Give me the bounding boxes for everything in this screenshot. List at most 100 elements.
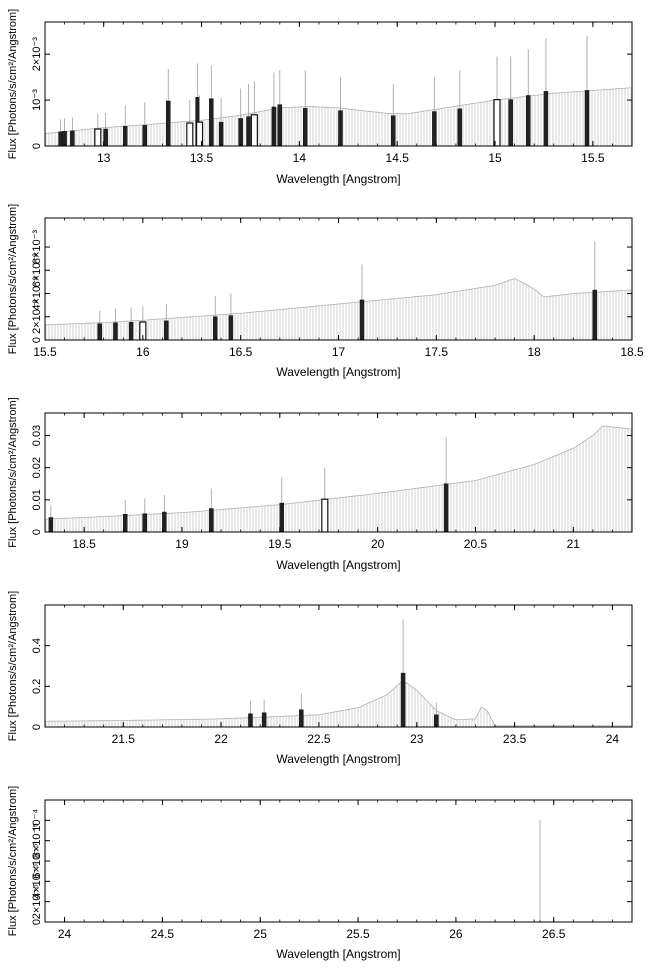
continuum-envelope <box>45 425 632 520</box>
x-tick-label: 24 <box>606 732 620 746</box>
line-bar <box>543 91 549 146</box>
y-axis-label: Flux [Photons/s/cm²/Angstrom] <box>7 591 19 741</box>
x-tick-label: 16 <box>136 345 150 359</box>
plot-area <box>45 35 632 146</box>
y-tick-label: 2×10⁻⁵ <box>31 884 43 919</box>
x-tick-label: 13 <box>97 151 111 165</box>
y-tick-label: 0 <box>31 919 43 925</box>
plot-area <box>45 425 632 532</box>
continuum-envelope <box>45 87 632 134</box>
line-bar <box>432 111 437 146</box>
line-bar <box>493 99 501 146</box>
line-bar <box>209 508 214 532</box>
y-tick-label: 10⁻⁴ <box>31 809 43 832</box>
x-tick-label: 26.5 <box>542 927 566 941</box>
x-tick-label: 19.5 <box>268 537 292 551</box>
line-bar <box>128 322 134 340</box>
line-bar <box>299 709 304 727</box>
line-bar <box>338 110 343 146</box>
line-bar <box>103 128 108 146</box>
x-tick-label: 20.5 <box>464 537 488 551</box>
x-tick-label: 17.5 <box>425 345 449 359</box>
line-bar <box>212 316 218 340</box>
x-tick-label: 15.5 <box>581 151 605 165</box>
line-bar <box>97 323 103 340</box>
y-axis-label: Flux [Photons/s/cm²/Angstrom] <box>7 9 19 159</box>
line-bar <box>279 502 285 532</box>
x-tick-label: 22.5 <box>307 732 331 746</box>
y-tick-label: 4×10⁻³ <box>31 276 43 311</box>
line-bar <box>94 128 102 146</box>
line-bar <box>277 104 283 146</box>
plot-area <box>45 619 632 727</box>
chart-panel-1: 13 13.5 14 14.5 15 15.5 0 10⁻³ 2×10⁻³ Wavelength … <box>7 9 633 186</box>
x-tick-label: 18 <box>527 345 541 359</box>
chart-panel-3: 18.5 19 19.5 20 20.5 21 0 0.01 0.02 0.03 Wavelengt… <box>7 397 633 572</box>
y-tick-label: 0 <box>31 529 43 535</box>
x-tick-label: 22 <box>214 732 228 746</box>
line-bar <box>238 118 243 146</box>
x-tick-label: 23.5 <box>503 732 527 746</box>
x-tick-label: 19 <box>175 537 189 551</box>
chart-panel-5: 24 24.5 25 25.5 26 26.5 02×10⁻⁵4×10⁻⁵6×10⁻⁵8×1… <box>7 786 633 961</box>
x-tick-label: 23 <box>410 732 424 746</box>
y-tick-label: 0 <box>31 337 43 343</box>
x-tick-label: 24.5 <box>151 927 175 941</box>
continuum-envelope <box>45 679 631 727</box>
line-bar <box>457 108 463 146</box>
x-axis-label: Wavelength [Angstrom] <box>276 172 400 186</box>
line-bar <box>166 100 171 146</box>
line-bar <box>122 126 128 146</box>
x-tick-label: 15 <box>488 151 502 165</box>
line-bar <box>271 106 277 146</box>
line-bar <box>70 130 75 146</box>
line-bar <box>359 299 365 340</box>
y-tick-label: 0.2 <box>31 679 43 694</box>
line-bar <box>400 672 406 727</box>
x-tick-label: 25 <box>254 927 268 941</box>
line-bar <box>122 514 128 532</box>
line-bar <box>443 483 449 532</box>
line-bar <box>142 513 148 532</box>
y-tick-label: 4×10⁻⁵ <box>31 864 43 899</box>
y-tick-label: 0.02 <box>31 457 43 478</box>
x-tick-label: 16.5 <box>229 345 253 359</box>
x-axis-label: Wavelength [Angstrom] <box>276 752 400 766</box>
y-tick-label: 8×10⁻³ <box>31 230 43 265</box>
x-tick-label: 18.5 <box>72 537 96 551</box>
x-tick-label: 17 <box>332 345 346 359</box>
line-bar <box>142 125 148 146</box>
y-tick-label: 6×10⁻⁵ <box>31 843 43 878</box>
x-tick-label: 24 <box>58 927 72 941</box>
plot-frame <box>44 799 633 923</box>
line-bar <box>218 121 224 146</box>
line-bar <box>58 131 63 146</box>
x-tick-label: 14.5 <box>386 151 410 165</box>
plot-frame <box>44 604 633 728</box>
line-bar <box>592 289 598 340</box>
x-tick-label: 14 <box>293 151 307 165</box>
line-bar <box>162 511 167 532</box>
line-bar <box>302 108 308 146</box>
y-tick-label: 8×10⁻⁵ <box>31 823 43 858</box>
line-bar <box>113 322 118 340</box>
y-tick-label: 0.01 <box>31 489 43 510</box>
y-axis-label: Flux [Photons/s/cm²/Angstrom] <box>7 204 19 354</box>
x-tick-label: 13.5 <box>190 151 214 165</box>
y-tick-label: 0 <box>31 724 43 730</box>
x-tick-label: 21 <box>567 537 581 551</box>
line-bar <box>246 116 251 146</box>
line-bar <box>186 122 194 146</box>
y-tick-label: 10⁻³ <box>31 89 43 111</box>
line-bar <box>584 90 590 146</box>
line-bar <box>391 115 396 146</box>
continuum-bins <box>45 426 632 532</box>
y-tick-label: 2×10⁻³ <box>31 299 43 334</box>
y-tick-label: 0.03 <box>31 425 43 446</box>
line-bar <box>48 517 54 532</box>
line-bar <box>164 320 169 340</box>
y-tick-label: 6×10⁻³ <box>31 253 43 288</box>
x-tick-label: 15.5 <box>33 345 57 359</box>
line-bar <box>250 114 258 146</box>
